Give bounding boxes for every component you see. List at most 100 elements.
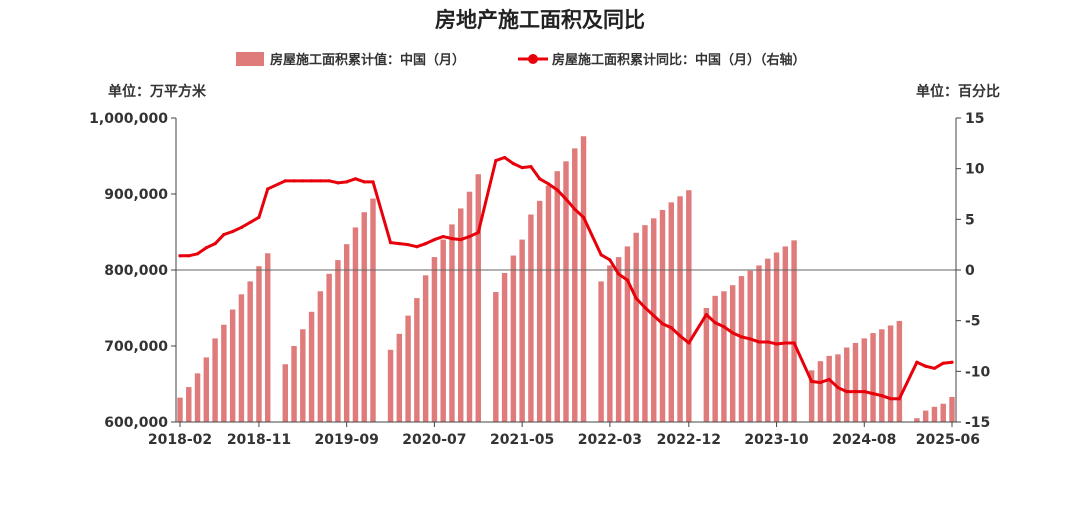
left-axis-unit: 单位：万平方米 — [108, 83, 207, 100]
yoy-point-2024-06 — [845, 390, 849, 394]
yoy-point-2021-02 — [494, 158, 498, 163]
yoy-point-2020-09 — [450, 236, 454, 241]
legend: 房屋施工面积累计值：中国（月） 房屋施工面积累计同比：中国（月）（右轴） — [236, 52, 806, 68]
bar-2024-04 — [826, 355, 832, 422]
yoy-point-2019-12 — [371, 180, 375, 184]
yoy-point-2023-05 — [731, 331, 735, 335]
bar-2024-02 — [808, 370, 815, 422]
bar-2020-07 — [431, 257, 438, 422]
bar-2023-05 — [729, 285, 736, 422]
right-tick-label: 10 — [965, 162, 985, 178]
yoy-line — [178, 156, 954, 401]
yoy-point-2023-06 — [739, 335, 744, 339]
bar-2025-06 — [949, 396, 955, 422]
bar-2022-10 — [668, 202, 674, 422]
legend-bar-label: 房屋施工面积累计值：中国（月） — [270, 52, 465, 68]
bar-2022-02 — [598, 281, 604, 422]
yoy-point-2020-10 — [459, 238, 463, 242]
yoy-point-2021-06 — [529, 165, 533, 169]
yoy-point-2023-02 — [704, 312, 708, 317]
bar-2023-03 — [712, 295, 718, 422]
yoy-point-2020-12 — [476, 230, 480, 235]
bar-2023-04 — [721, 291, 727, 422]
bar-2021-11 — [572, 148, 578, 422]
yoy-point-2021-04 — [511, 162, 515, 166]
bar-2022-04 — [615, 257, 622, 422]
yoy-point-2024-10 — [880, 394, 884, 398]
bar-2018-09 — [238, 294, 245, 422]
left-tick-label: 700,000 — [104, 339, 168, 355]
bar-2025-03 — [922, 410, 929, 422]
yoy-point-2024-08 — [862, 390, 866, 394]
bar-2019-08 — [335, 260, 341, 422]
bar-2021-07 — [536, 200, 543, 422]
bar-2021-12 — [580, 136, 587, 423]
x-tick-label: 2024-08 — [832, 432, 896, 448]
x-tick-label: 2020-07 — [402, 432, 466, 448]
yoy-point-2018-07 — [222, 232, 226, 237]
left-tick-label: 800,000 — [104, 263, 168, 279]
bar-2023-11 — [782, 246, 789, 422]
bar-2023-02 — [703, 308, 710, 422]
bar-2021-03 — [501, 273, 508, 422]
bar-2024-03 — [817, 361, 824, 422]
yoy-point-2021-05 — [520, 166, 524, 170]
yoy-point-2023-04 — [722, 325, 726, 329]
yoy-point-2018-05 — [204, 246, 208, 250]
yoy-point-2022-02 — [599, 253, 603, 257]
bar-2023-08 — [756, 265, 762, 422]
bar-2023-09 — [765, 258, 771, 422]
bar-2022-05 — [624, 246, 631, 422]
yoy-point-2019-07 — [327, 179, 331, 183]
bar-2022-12 — [686, 190, 692, 422]
yoy-point-2021-03 — [502, 155, 507, 160]
yoy-point-2023-11 — [783, 341, 787, 345]
yoy-point-2025-03 — [924, 364, 928, 368]
bar-2024-06 — [844, 347, 850, 422]
bar-2020-03 — [396, 333, 403, 422]
yoy-point-2018-10 — [248, 220, 252, 224]
yoy-point-2021-10 — [564, 197, 568, 201]
x-tick-label: 2022-12 — [657, 432, 721, 448]
bar-2018-08 — [229, 309, 236, 422]
bar-2022-09 — [659, 209, 666, 422]
bar-2021-06 — [528, 214, 534, 422]
yoy-point-2022-09 — [660, 322, 665, 326]
yoy-point-2021-09 — [555, 188, 559, 192]
bar-2024-10 — [879, 329, 885, 422]
bar-2022-06 — [633, 232, 639, 422]
yoy-point-2019-09 — [345, 180, 349, 184]
bars-group — [177, 136, 955, 423]
chart-title: 房地产施工面积及同比 — [435, 8, 645, 32]
bar-2021-10 — [563, 161, 569, 422]
yoy-point-2020-06 — [424, 242, 428, 246]
yoy-point-2018-06 — [213, 242, 217, 246]
left-tick-label: 900,000 — [104, 187, 168, 203]
bar-2020-06 — [422, 275, 429, 422]
bar-2018-07 — [221, 324, 227, 422]
x-tick-label: 2023-10 — [744, 432, 809, 448]
bar-2020-08 — [440, 239, 446, 422]
yoy-point-2021-08 — [546, 182, 551, 186]
bar-2024-09 — [870, 333, 876, 422]
legend-line-marker — [528, 54, 538, 64]
axes-group: 600,000 700,000 800,000 900,000 1,000,000 -15… — [89, 111, 990, 448]
bar-2020-11 — [466, 191, 473, 422]
yoy-point-2020-11 — [467, 234, 472, 239]
bar-2022-08 — [651, 218, 657, 422]
right-tick-label: 15 — [965, 111, 984, 127]
yoy-point-2020-02 — [388, 241, 393, 245]
bar-2020-09 — [449, 224, 455, 422]
bar-2018-12 — [265, 253, 271, 422]
bar-2022-03 — [607, 265, 613, 422]
yoy-point-2018-02 — [178, 254, 182, 258]
x-tick-label: 2018-11 — [227, 432, 291, 448]
yoy-point-2019-11 — [362, 180, 366, 184]
bar-2021-08 — [545, 185, 552, 422]
bar-2025-05 — [940, 403, 946, 422]
bar-2019-06 — [317, 291, 324, 422]
yoy-point-2024-12 — [897, 397, 901, 401]
yoy-point-2019-03 — [292, 179, 296, 183]
bar-2023-10 — [773, 252, 780, 422]
